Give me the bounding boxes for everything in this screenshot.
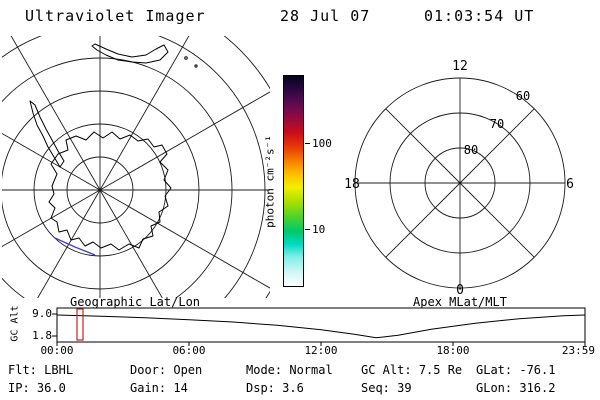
mlat-tick-80: 80 [464,143,478,157]
xtick-2359: 23:59 [561,344,595,357]
status-glon-value: 316.2 [519,381,556,395]
colorbar-tick-mark-10 [305,229,310,230]
status-door-value: Open [173,363,203,377]
mlt-label-18: 18 [344,177,360,192]
status-door: Door: Open [130,363,202,377]
status-glon: GLon: 316.2 [476,381,555,395]
status-seq-value: 39 [397,381,412,395]
status-gain-label: Gain: [130,381,167,395]
status-gcalt: GC Alt: 7.5 Re [361,363,462,377]
status-glat-value: -76.1 [519,363,556,377]
timeline-frame [56,307,586,343]
status-seq: Seq: 39 [361,381,412,395]
status-gain-value: 14 [173,381,188,395]
status-gain: Gain: 14 [130,381,188,395]
page-title: Ultraviolet Imager [25,7,206,25]
status-dsp-label: Dsp: [246,381,275,395]
status-glat: GLat: -76.1 [476,363,555,377]
mlt-label-12: 12 [452,59,468,74]
xtick-0000: 00:00 [40,344,74,357]
status-flt-value: LBHL [44,363,74,377]
current-time-marker [76,308,84,341]
header-date: 28 Jul 07 [280,7,371,25]
ytick-1-8: 1.8 [32,329,52,342]
status-glon-label: GLon: [476,381,513,395]
apex-polar-plot: 12 18 6 0 60 70 80 [344,59,574,298]
status-flt: Flt: LBHL [8,363,73,377]
colorbar-tick-10: 10 [312,223,326,236]
status-flt-label: Flt: [8,363,37,377]
mlt-label-6: 6 [566,177,574,192]
status-glat-label: GLat: [476,363,513,377]
status-door-label: Door: [130,363,167,377]
mlt-label-0: 0 [456,283,464,298]
xtick-1800: 18:00 [436,344,470,357]
ytick-9: 9.0 [32,307,52,320]
longitude-meridians [2,36,270,298]
south-america-coastline [91,43,198,68]
colorbar-tick-mark-100 [305,143,310,144]
left-panel-caption: Geographic Lat/Lon [69,295,201,309]
xtick-0600: 06:00 [172,344,206,357]
status-gcalt-value: 7.5 Re [418,363,463,377]
colorbar-label: photon cm⁻²s⁻¹ [263,135,277,228]
gc-alt-curve [56,314,585,339]
mlat-tick-60: 60 [516,89,530,103]
mlt-spokes [355,78,565,288]
orbit-track [54,237,96,256]
geographic-map [2,36,270,298]
status-seq-label: Seq: [361,381,390,395]
latitude-circles [2,36,270,298]
antarctica-coastline [29,100,172,251]
status-ip-value: 36.0 [36,381,66,395]
right-panel-caption: Apex MLat/MLT [413,295,507,309]
timeline-ticks [52,313,586,346]
status-ip: IP: 36.0 [8,381,66,395]
colorbar-gradient [283,75,304,287]
status-ip-label: IP: [8,381,30,395]
colorbar-tick-100: 100 [312,137,332,150]
xtick-1200: 12:00 [304,344,338,357]
header-time: 01:03:54 UT [424,7,535,25]
status-mode: Mode: Normal [246,363,333,377]
status-gcalt-label: GC Alt: [361,363,412,377]
status-dsp-value: 3.6 [282,381,304,395]
mlat-tick-70: 70 [490,117,504,131]
status-mode-value: Normal [289,363,333,377]
status-mode-label: Mode: [246,363,283,377]
status-dsp: Dsp: 3.6 [246,381,304,395]
altitude-timeline [52,307,586,346]
